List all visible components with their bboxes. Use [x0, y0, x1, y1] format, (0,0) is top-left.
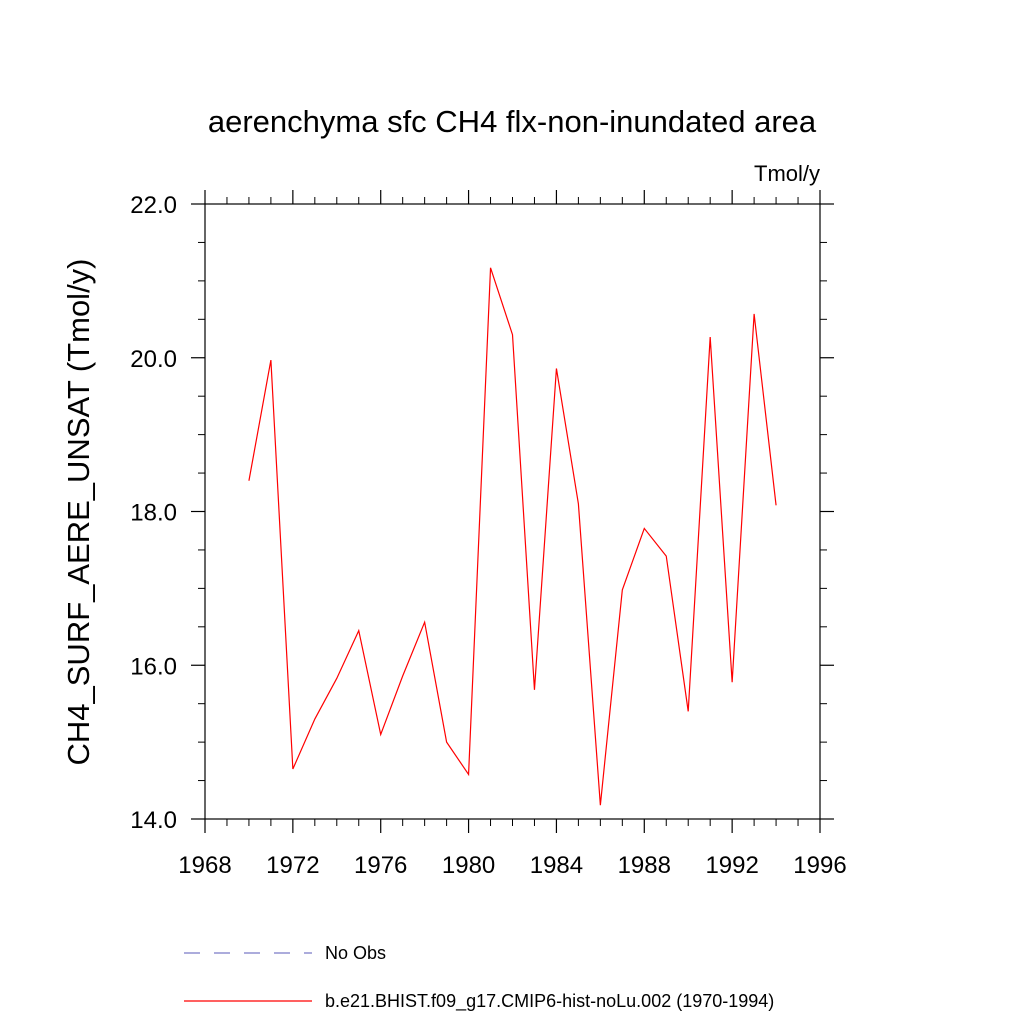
y-tick-label: 14.0 — [130, 807, 177, 834]
units-label: Tmol/y — [754, 161, 820, 186]
x-tick-label: 1984 — [530, 852, 583, 879]
legend: No Obs b.e21.BHIST.f09_g17.CMIP6-hist-no… — [184, 943, 774, 1012]
plot-frame — [204, 203, 821, 820]
axis-ticks — [191, 190, 834, 833]
x-tick-label: 1980 — [442, 852, 495, 879]
legend-label-model: b.e21.BHIST.f09_g17.CMIP6-hist-noLu.002 … — [325, 991, 774, 1012]
x-tick-label: 1972 — [266, 852, 319, 879]
x-tick-label: 1996 — [793, 852, 846, 879]
y-axis-label: CH4_SURF_AERE_UNSAT (Tmol/y) — [61, 258, 96, 765]
series-group — [248, 267, 777, 806]
tick-labels: 1968 1972 1976 1980 1984 1988 1992 1996 14.0 16.0… — [130, 192, 846, 879]
x-tick-label: 1988 — [618, 852, 671, 879]
y-tick-label: 22.0 — [130, 192, 177, 219]
y-tick-label: 18.0 — [130, 500, 177, 527]
x-tick-label: 1976 — [354, 852, 407, 879]
legend-label-no-obs: No Obs — [325, 943, 386, 963]
x-tick-label: 1968 — [178, 852, 231, 879]
x-tick-label: 1992 — [705, 852, 758, 879]
y-tick-label: 16.0 — [130, 653, 177, 680]
y-tick-label: 20.0 — [130, 346, 177, 373]
chart-title: aerenchyma sfc CH4 flx-non-inundated are… — [208, 104, 817, 139]
series-line — [248, 267, 777, 806]
